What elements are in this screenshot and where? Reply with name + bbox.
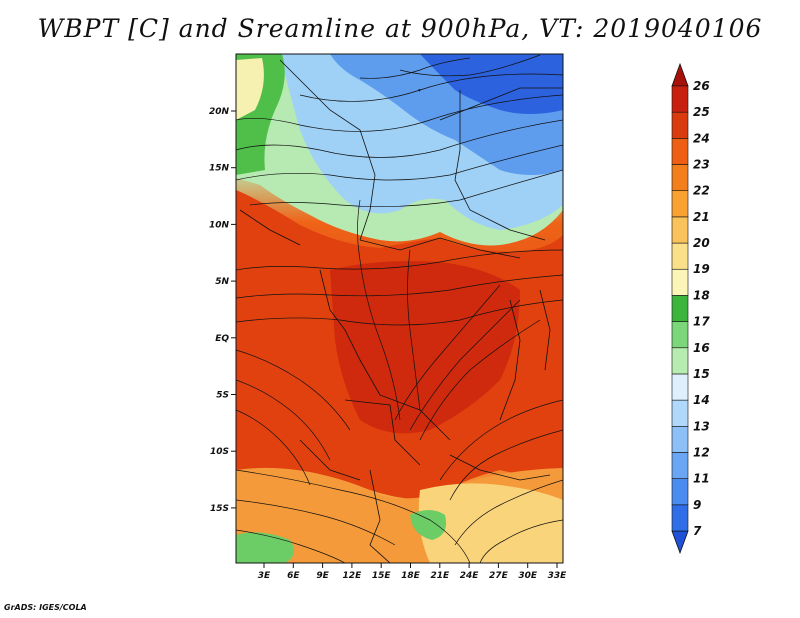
lon-label: 12E	[343, 571, 363, 581]
colorbar-label: 24	[693, 131, 710, 145]
country-borders	[239, 59, 563, 563]
colorbar-cell	[671, 242, 689, 270]
colorbar-label: 26	[693, 79, 710, 93]
lon-label: 30E	[518, 571, 538, 581]
colorbar-cell	[671, 164, 689, 192]
colorbar-cell	[671, 504, 689, 532]
colorbar-cell	[671, 399, 689, 427]
south-yellow	[418, 483, 563, 563]
colorbar: 7 9 11 12 13 14 15 16 17 18 19 20 21 22 23 24 25 26	[671, 62, 710, 555]
colorbar-cell	[671, 347, 689, 375]
colorbar-cell	[671, 373, 689, 401]
lat-label: 10N	[209, 220, 230, 230]
lon-label: 9E	[316, 571, 329, 581]
lon-label: 18E	[401, 571, 421, 581]
south-green-patch	[410, 510, 447, 540]
colorbar-cell	[671, 452, 689, 479]
colorbar-label: 12	[693, 445, 710, 459]
colorbar-label: 7	[693, 524, 702, 538]
longitude-axis: 3E 6E 9E 12E 15E 18E 21E 24E 27E 30E 33E	[258, 563, 567, 581]
latitude-axis: 20N 15N 10N 5N EQ 5S 10S 15S	[209, 107, 236, 514]
colorbar-cell	[671, 138, 689, 165]
map-frame	[235, 53, 564, 564]
lon-label: 33E	[548, 571, 568, 581]
colorbar-label: 18	[693, 288, 710, 302]
colorbar-cell	[671, 111, 689, 139]
colorbar-cell	[671, 190, 689, 218]
colorbar-label: 9	[693, 498, 701, 512]
colorbar-label: 14	[693, 393, 710, 407]
lon-label: 24E	[460, 571, 480, 581]
grads-credit: GrADS: IGES/COLA	[4, 603, 87, 612]
lon-label: 21E	[430, 571, 450, 581]
lon-label: 15E	[372, 571, 392, 581]
colorbar-cell	[671, 295, 689, 322]
lat-label: 15N	[209, 164, 230, 174]
southwest-green	[236, 532, 294, 563]
colorbar-label: 19	[693, 262, 710, 276]
lat-label: EQ	[215, 334, 229, 344]
lat-label: 5N	[215, 277, 229, 287]
colorbar-top-arrow	[671, 62, 689, 87]
colorbar-label: 23	[693, 158, 710, 172]
colorbar-label: 22	[693, 184, 710, 198]
map-title: WBPT [C] and Sreamline at 900hPa, VT: 20…	[37, 14, 763, 43]
lat-label: 5S	[216, 391, 229, 401]
lon-label: 6E	[287, 571, 300, 581]
colorbar-label: 25	[693, 105, 710, 119]
colorbar-cell	[671, 425, 689, 453]
colorbar-label: 21	[693, 210, 710, 224]
colorbar-label: 15	[693, 367, 710, 381]
colorbar-label: 20	[693, 236, 710, 250]
colorbar-cell	[671, 216, 689, 244]
lon-label: 27E	[489, 571, 509, 581]
colorbar-cell	[671, 321, 689, 349]
colorbar-label: 16	[693, 341, 710, 355]
lat-label: 10S	[210, 447, 229, 457]
lon-label: 3E	[258, 571, 271, 581]
colorbar-cell	[671, 85, 689, 113]
colorbar-label: 17	[693, 315, 710, 329]
colorbar-cell	[671, 268, 689, 296]
colorbar-bottom-arrow	[671, 530, 689, 555]
cool-zone-darkblue	[420, 54, 563, 114]
colorbar-cell	[671, 478, 689, 506]
streamlines	[236, 54, 563, 563]
west-yellow-patch	[236, 58, 264, 120]
lat-label: 15S	[210, 504, 229, 514]
colorbar-label: 11	[693, 472, 710, 486]
lat-label: 20N	[209, 107, 230, 117]
colorbar-label: 13	[693, 419, 710, 433]
